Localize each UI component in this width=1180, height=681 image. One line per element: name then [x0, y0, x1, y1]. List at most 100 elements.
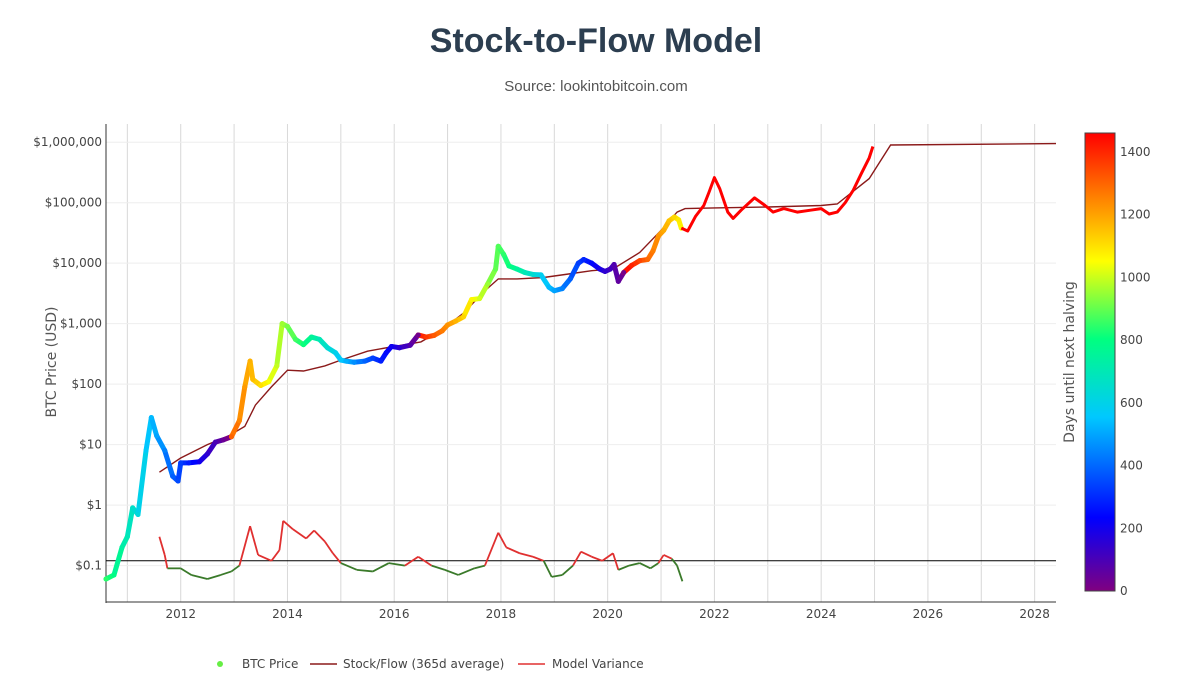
data-point-btc-price — [666, 218, 672, 224]
series-segment-model-variance — [332, 552, 342, 564]
legend-marker-btc-price — [217, 661, 223, 667]
series-line-stock-flow — [159, 142, 1057, 473]
data-point-btc-price — [615, 278, 621, 284]
data-point-btc-price — [111, 572, 117, 578]
series-segment-btc-price — [175, 460, 184, 484]
series-segment-model-variance — [618, 564, 630, 571]
series-segment-model-variance — [180, 567, 192, 576]
data-point-btc-price — [629, 262, 635, 268]
data-point-btc-price — [501, 251, 507, 257]
series-segment-model-variance — [519, 552, 534, 558]
colorbar-tick-label: 1000 — [1120, 270, 1151, 284]
series-segment-model-variance — [639, 562, 651, 570]
series-segment-btc-price — [236, 384, 248, 424]
data-point-btc-price — [415, 332, 421, 338]
data-point-btc-price — [338, 357, 344, 363]
data-point-btc-price — [485, 281, 491, 287]
colorbar-tick-label: 1400 — [1120, 145, 1151, 159]
series-segment-model-variance — [305, 529, 315, 540]
data-point-btc-price — [170, 473, 176, 479]
data-point-btc-price — [175, 478, 181, 484]
series-segment-model-variance — [324, 541, 334, 554]
series-segment-model-variance — [649, 562, 659, 570]
series-segment-model-variance — [612, 552, 620, 571]
colorbar-tick-label: 1200 — [1120, 208, 1151, 222]
y-tick-label: $1,000,000 — [33, 135, 102, 149]
series-segment-model-variance — [572, 551, 582, 567]
data-point-btc-price — [461, 314, 467, 320]
y-axis-label: BTC Price (USD) — [44, 306, 60, 417]
series-segment-btc-price — [148, 415, 160, 439]
data-point-btc-price — [607, 266, 613, 272]
series-layer — [103, 142, 1057, 582]
data-point-btc-price — [559, 286, 565, 292]
series-segment-model-variance — [158, 536, 166, 556]
data-point-btc-price — [284, 323, 290, 329]
data-point-btc-price — [316, 336, 322, 342]
series-segment-btc-price — [247, 358, 256, 382]
series-segment-model-variance — [249, 525, 259, 556]
data-point-btc-price — [308, 334, 314, 340]
series-segment-model-variance — [282, 520, 294, 530]
x-tick-label: 2012 — [165, 607, 196, 621]
series-segment-model-variance — [580, 550, 593, 558]
x-tick-label: 2016 — [379, 607, 410, 621]
x-tick-label: 2022 — [699, 607, 730, 621]
data-point-btc-price — [661, 227, 667, 233]
data-point-btc-price — [611, 262, 617, 268]
series-segment-model-variance — [676, 565, 684, 582]
data-point-btc-price — [397, 345, 403, 351]
y-tick-label: $10,000 — [52, 256, 102, 270]
colorbar-ticks: 0 200 400 600 800 1000 1200 1400 — [1120, 145, 1151, 598]
series-segment-model-variance — [474, 564, 486, 570]
colorbar-tick-label: 0 — [1120, 584, 1128, 598]
data-point-btc-price — [506, 263, 512, 269]
data-point-btc-price — [204, 451, 210, 457]
data-point-btc-price — [383, 350, 389, 356]
data-point-btc-price — [343, 358, 349, 364]
data-point-btc-price — [602, 268, 608, 274]
data-point-btc-price — [493, 266, 499, 272]
series-segment-btc-price — [485, 266, 499, 287]
series-segment-btc-price — [124, 505, 136, 540]
data-point-btc-price — [389, 343, 395, 349]
data-point-btc-price — [178, 460, 184, 466]
series-segment-model-variance — [657, 554, 665, 564]
series-segment-model-variance — [444, 569, 459, 576]
y-tick-label: $100 — [71, 377, 102, 391]
data-point-btc-price — [300, 342, 306, 348]
series-segment-model-variance — [238, 525, 251, 566]
series-segment-btc-price — [650, 233, 661, 254]
data-point-btc-price — [212, 439, 218, 445]
data-point-btc-price — [581, 257, 587, 263]
data-point-btc-price — [407, 342, 413, 348]
data-point-btc-price — [186, 460, 192, 466]
data-point-btc-price — [477, 296, 483, 302]
x-axis-ticks: 2012 2014 2016 2018 2020 2022 2024 2026 2028 — [165, 607, 1049, 621]
series-segment-model-variance — [207, 574, 222, 580]
data-point-btc-price — [423, 334, 429, 340]
legend-label-stock-flow: Stock/Flow (365d average) — [343, 657, 504, 671]
series-segment-model-variance — [628, 562, 640, 567]
colorbar-tick-label: 400 — [1120, 459, 1143, 473]
series-segment-btc-price — [567, 260, 581, 282]
data-point-btc-price — [362, 358, 368, 364]
legend-label-model-variance: Model Variance — [552, 657, 644, 671]
data-point-btc-price — [143, 447, 149, 453]
data-point-btc-price — [589, 260, 595, 266]
series-segment-btc-price — [274, 321, 285, 369]
y-tick-label: $10 — [79, 438, 102, 452]
series-segment-btc-price — [135, 447, 149, 517]
y-tick-label: $100,000 — [45, 196, 102, 210]
series-segment-model-variance — [591, 555, 603, 562]
series-segment-model-variance — [551, 574, 563, 578]
data-point-btc-price — [279, 321, 285, 327]
data-point-btc-price — [292, 336, 298, 342]
series-segment-btc-price — [477, 281, 491, 302]
series-segment-model-variance — [270, 549, 281, 562]
colorbar-tick-label: 600 — [1120, 396, 1143, 410]
data-point-btc-price — [431, 332, 437, 338]
data-point-btc-price — [148, 415, 154, 421]
data-point-btc-price — [645, 257, 651, 263]
data-point-btc-price — [514, 266, 520, 272]
